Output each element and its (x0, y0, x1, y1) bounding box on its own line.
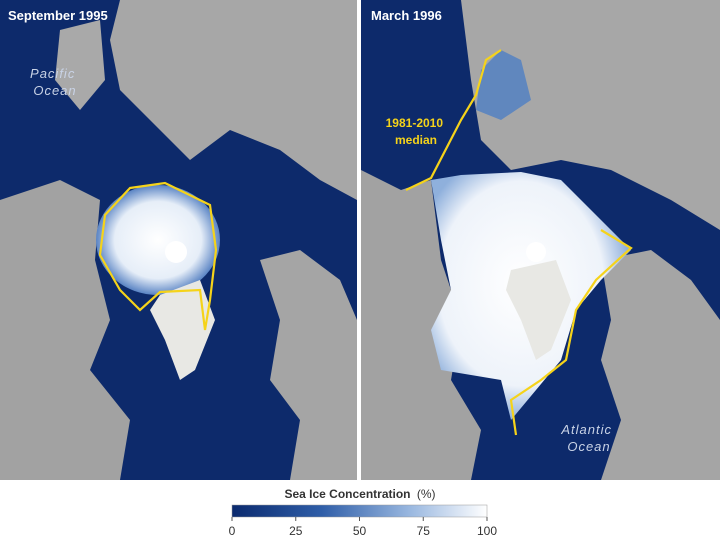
sea-ice (96, 185, 220, 295)
label-line: median (395, 133, 437, 147)
pole-hole (165, 241, 187, 263)
colorbar-tick-label: 100 (477, 524, 497, 538)
label-line: Ocean (33, 83, 76, 98)
land (361, 170, 481, 480)
colorbar: Sea Ice Concentration (%) 0 25 50 75 100 (229, 487, 498, 538)
land (260, 250, 357, 480)
label-line: 1981-2010 (386, 116, 444, 130)
land (461, 0, 720, 230)
colorbar-tick-label: 25 (289, 524, 303, 538)
colorbar-tick-label: 75 (417, 524, 431, 538)
label-line: Pacific (30, 66, 75, 81)
pole-hole (526, 242, 546, 262)
median-line (98, 181, 218, 331)
greenland (506, 260, 571, 360)
land (55, 20, 105, 110)
greenland (150, 280, 215, 380)
median-line (405, 49, 633, 436)
land (0, 180, 130, 480)
land (110, 0, 357, 200)
label-line: Ocean (567, 439, 610, 454)
colorbar-ramp (231, 504, 488, 518)
map-panel: March 1996 1981-2010 median Atlantic Oce… (361, 0, 720, 480)
ocean-label: Atlantic Ocean (560, 422, 616, 454)
ocean-label: Pacific Ocean (30, 66, 80, 98)
sea-ice (476, 50, 531, 120)
colorbar-title: Sea Ice Concentration (%) (284, 487, 435, 501)
colorbar-title-text: Sea Ice Concentration (284, 487, 410, 501)
colorbar-tick-label: 0 (229, 524, 236, 538)
map-panel: September 1995 Pacific Ocean (0, 0, 357, 480)
panel-title: September 1995 (8, 8, 108, 23)
median-label: 1981-2010 median (386, 116, 447, 147)
colorbar-tick-label: 50 (353, 524, 367, 538)
colorbar-unit: (%) (417, 487, 436, 501)
land (601, 250, 720, 480)
label-line: Atlantic (560, 422, 612, 437)
panel-title: March 1996 (371, 8, 442, 23)
